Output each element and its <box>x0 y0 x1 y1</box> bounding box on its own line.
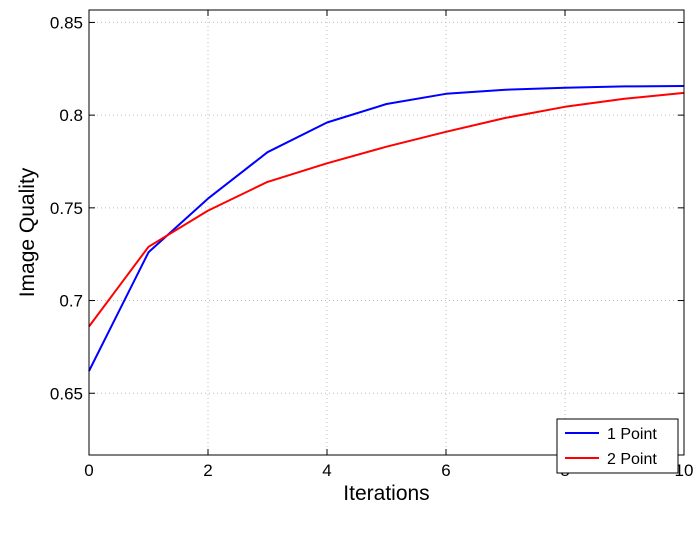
x-tick-label: 4 <box>322 461 331 480</box>
x-tick-label: 6 <box>441 461 450 480</box>
legend: 1 Point 2 Point <box>556 418 679 474</box>
x-tick-label: 0 <box>84 461 93 480</box>
x-tick-label: 2 <box>203 461 212 480</box>
y-tick-label: 0.8 <box>59 106 83 125</box>
legend-box <box>556 418 679 474</box>
y-tick-label: 0.85 <box>50 13 83 32</box>
x-tick-label: 10 <box>675 461 694 480</box>
legend-label: 1 Point <box>607 426 657 443</box>
series-line-1 <box>88 85 685 372</box>
legend-label: 2 Point <box>607 451 657 468</box>
x-axis-label: Iterations <box>343 482 429 505</box>
grid <box>89 10 684 455</box>
y-tick-label: 0.65 <box>50 384 83 403</box>
y-tick-label: 0.7 <box>59 292 83 311</box>
y-tick-label: 0.75 <box>50 199 83 218</box>
y-axis-label: Image Quality <box>16 167 39 297</box>
axis-ticks: 02468100.650.70.750.80.85 <box>50 10 694 480</box>
plot-frame <box>88 9 685 456</box>
series-lines <box>88 85 685 372</box>
series-line-2 <box>88 91 685 328</box>
